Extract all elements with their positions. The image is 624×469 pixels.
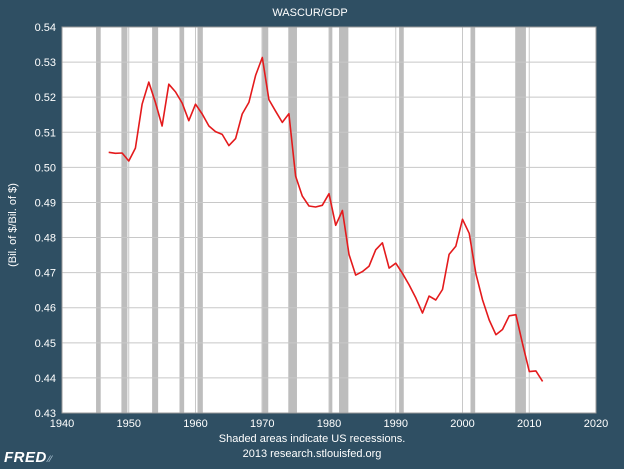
series-line xyxy=(108,56,544,382)
recession-band xyxy=(179,27,185,413)
y-tick-label: 0.47 xyxy=(35,268,56,280)
y-tick-label: 0.48 xyxy=(35,233,56,245)
series-layer xyxy=(108,56,544,382)
footer-source: 2013 research.stlouisfed.org xyxy=(243,448,382,460)
chart-icon: ⁄⁄ xyxy=(47,454,52,464)
recession-band xyxy=(515,27,526,413)
y-tick-label: 0.43 xyxy=(35,408,56,420)
y-tick-label: 0.52 xyxy=(35,92,56,104)
y-tick-label: 0.53 xyxy=(35,57,56,69)
grid-layer xyxy=(61,26,597,414)
fred-logo: FRED⁄⁄ xyxy=(4,449,52,466)
x-tick-label: 2000 xyxy=(450,418,474,430)
chart-title: WASCUR/GDP xyxy=(272,7,347,19)
axis-layer: 0.43 0.44 0.45 0.46 0.47 0.48 0.49 0.50 0.51 0.52… xyxy=(35,22,609,430)
recession-band xyxy=(329,27,333,413)
x-tick-label: 1990 xyxy=(384,418,408,430)
x-tick-label: 1980 xyxy=(317,418,341,430)
recession-band xyxy=(261,27,269,413)
recession-band xyxy=(121,27,128,413)
y-axis-label: (Bil. of $/Bil. of $) xyxy=(7,183,19,267)
recession-band xyxy=(197,27,203,413)
y-tick-label: 0.51 xyxy=(35,127,56,139)
y-tick-label: 0.49 xyxy=(35,197,56,209)
x-tick-label: 2010 xyxy=(517,418,541,430)
recession-band xyxy=(399,27,404,413)
x-tick-label: 1960 xyxy=(183,418,207,430)
x-tick-label: 2020 xyxy=(584,418,608,430)
recession-band xyxy=(470,27,476,413)
recession-band xyxy=(96,27,101,413)
fred-logo-text: FRED xyxy=(4,449,47,466)
recession-band xyxy=(152,27,159,413)
y-tick-label: 0.45 xyxy=(35,338,56,350)
footer-recession-note: Shaded areas indicate US recessions. xyxy=(219,433,406,445)
x-tick-label: 1970 xyxy=(250,418,274,430)
x-tick-label: 1950 xyxy=(117,418,141,430)
y-tick-label: 0.44 xyxy=(35,373,56,385)
y-tick-label: 0.50 xyxy=(35,162,56,174)
y-tick-label: 0.54 xyxy=(35,22,56,34)
x-tick-label: 1940 xyxy=(50,418,74,430)
recession-band xyxy=(288,27,297,413)
plot-border xyxy=(61,26,597,414)
y-tick-label: 0.46 xyxy=(35,303,56,315)
